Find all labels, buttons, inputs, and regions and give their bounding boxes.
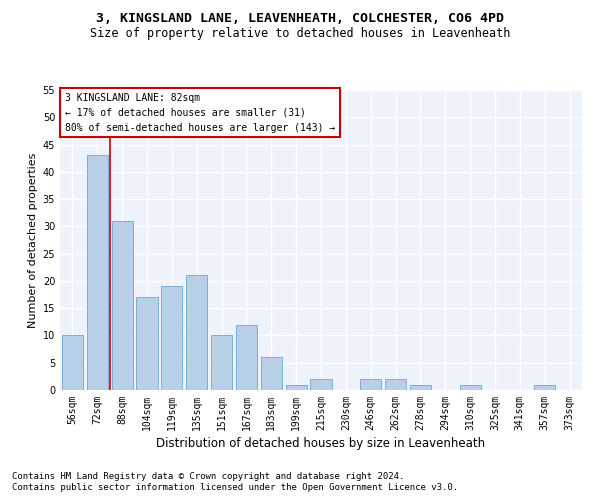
Bar xyxy=(286,384,307,390)
X-axis label: Distribution of detached houses by size in Leavenheath: Distribution of detached houses by size … xyxy=(157,437,485,450)
Bar xyxy=(360,379,381,390)
Bar xyxy=(62,336,83,390)
Bar xyxy=(534,384,555,390)
Bar xyxy=(385,379,406,390)
Bar xyxy=(261,358,282,390)
Text: Contains public sector information licensed under the Open Government Licence v3: Contains public sector information licen… xyxy=(12,484,458,492)
Bar xyxy=(112,221,133,390)
Bar xyxy=(87,156,108,390)
Bar xyxy=(236,324,257,390)
Text: 3 KINGSLAND LANE: 82sqm
← 17% of detached houses are smaller (31)
80% of semi-de: 3 KINGSLAND LANE: 82sqm ← 17% of detache… xyxy=(65,93,335,132)
Bar xyxy=(211,336,232,390)
Bar xyxy=(186,276,207,390)
Y-axis label: Number of detached properties: Number of detached properties xyxy=(28,152,38,328)
Text: Contains HM Land Registry data © Crown copyright and database right 2024.: Contains HM Land Registry data © Crown c… xyxy=(12,472,404,481)
Bar xyxy=(136,298,158,390)
Text: 3, KINGSLAND LANE, LEAVENHEATH, COLCHESTER, CO6 4PD: 3, KINGSLAND LANE, LEAVENHEATH, COLCHEST… xyxy=(96,12,504,26)
Text: Size of property relative to detached houses in Leavenheath: Size of property relative to detached ho… xyxy=(90,28,510,40)
Bar xyxy=(161,286,182,390)
Bar xyxy=(410,384,431,390)
Bar xyxy=(310,379,332,390)
Bar xyxy=(460,384,481,390)
